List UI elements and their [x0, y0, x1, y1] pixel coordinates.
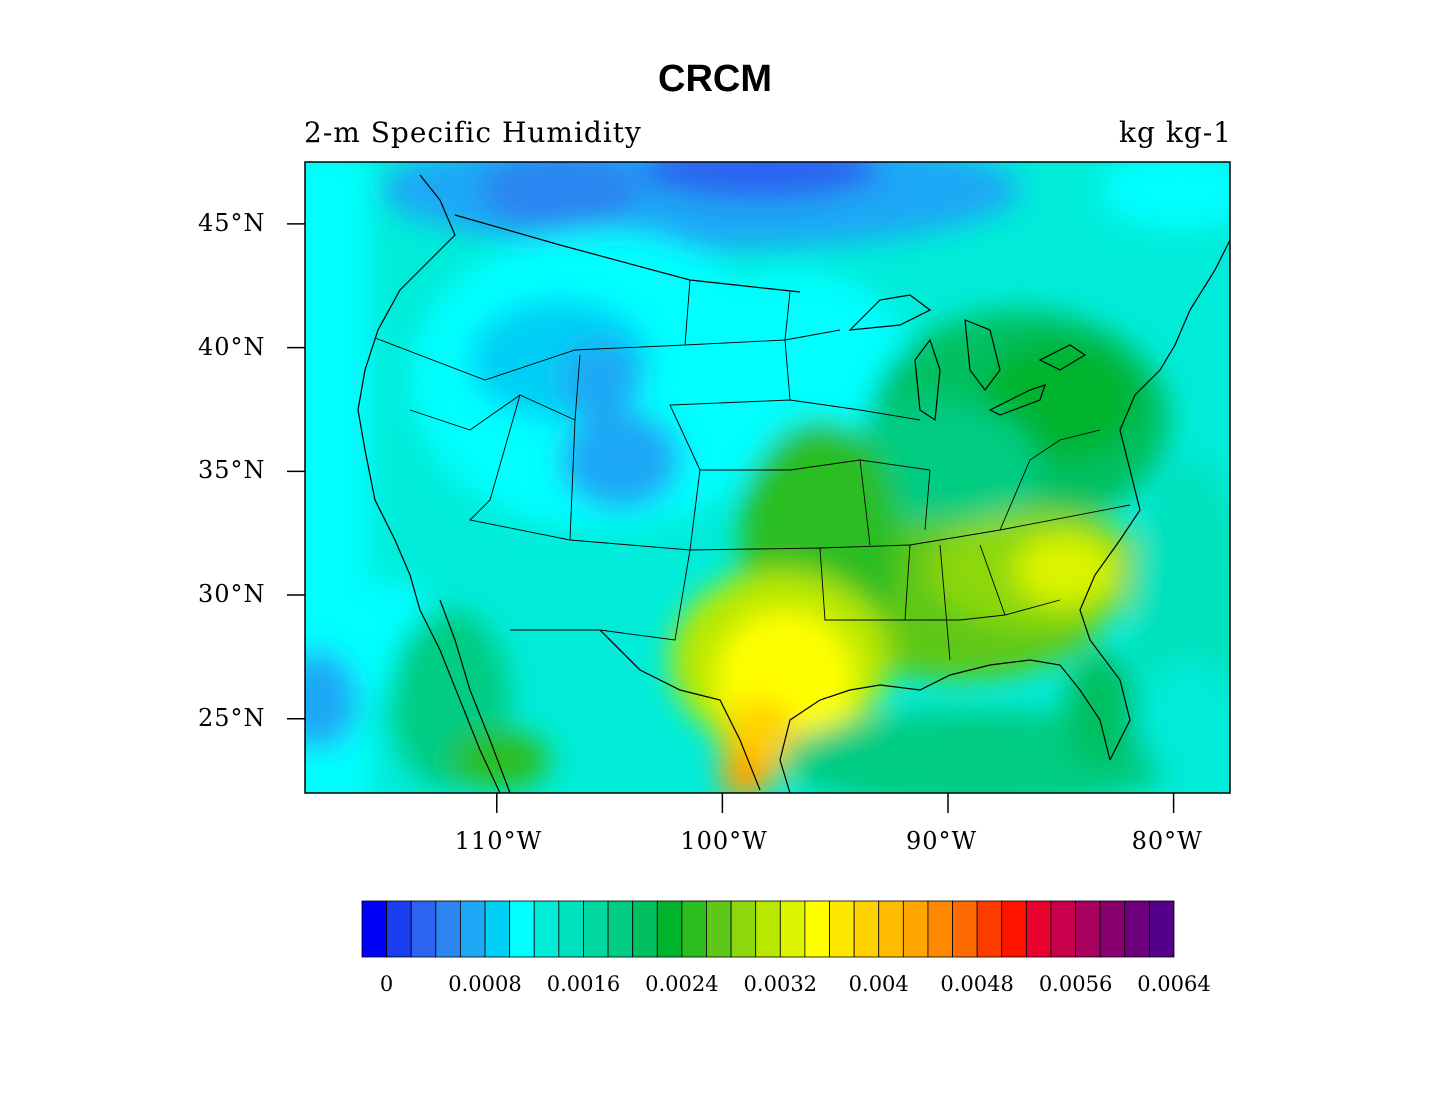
colorbar-swatch	[509, 900, 535, 958]
colorbar-label: 0.0016	[546, 972, 621, 996]
colorbar-label: 0.0008	[448, 972, 522, 996]
colorbar-swatch	[656, 900, 683, 958]
colorbar-swatch	[681, 900, 707, 958]
state-lines	[374, 279, 1131, 661]
colorbar-swatch	[878, 900, 904, 958]
humidity-field	[305, 162, 1230, 793]
lon-tick-label: 110°W	[454, 827, 543, 855]
colorbar-swatch	[804, 900, 830, 958]
colorbar-swatch	[853, 900, 880, 958]
colorbar-swatch	[902, 900, 929, 958]
colorbar-label: 0.0032	[743, 972, 818, 996]
colorbar-label: 0.0024	[645, 972, 719, 996]
lat-tick-label: 30°N	[198, 580, 266, 609]
colorbar-swatch	[1124, 900, 1150, 958]
colorbar-swatch	[386, 900, 412, 958]
lake-erie	[988, 384, 1046, 416]
lake-ontario	[1038, 344, 1087, 371]
colorbar-label: 0	[379, 972, 394, 996]
colorbar-swatch	[410, 900, 437, 958]
lat-tick-label: 25°N	[198, 703, 266, 732]
rio-grande	[599, 629, 761, 791]
lon-tick-label: 80°W	[1131, 827, 1203, 855]
colorbar-swatch	[730, 900, 757, 958]
colorbar-swatch	[1025, 900, 1052, 958]
pacific-coastline	[357, 174, 501, 793]
lake-huron	[964, 319, 1001, 391]
colorbar-swatch	[829, 900, 855, 958]
colorbar-label: 0.004	[848, 972, 909, 996]
colorbar-swatch	[1099, 900, 1126, 958]
colorbar-swatch	[558, 900, 584, 958]
colorbar-swatch	[460, 900, 486, 958]
colorbar-swatch	[361, 900, 388, 958]
lon-tick-label: 90°W	[905, 827, 978, 855]
canada-border	[454, 214, 801, 293]
lat-tick-label: 45°N	[198, 208, 266, 237]
colorbar-swatch	[927, 900, 953, 958]
colorbar-swatch	[1148, 900, 1175, 958]
longitude-ticks	[496, 793, 1175, 813]
latitude-ticks	[287, 223, 305, 720]
colorbar-swatch	[1001, 900, 1027, 958]
variable-label: 2-m Specific Humidity	[304, 116, 642, 149]
atlantic-coastline	[1079, 239, 1230, 761]
map-frame	[304, 161, 1231, 794]
colorbar-swatch	[435, 900, 461, 958]
colorbar-swatch	[533, 900, 560, 958]
colorbar-swatch	[976, 900, 1003, 958]
colorbar-swatch	[1075, 900, 1101, 958]
units-label: kg kg-1	[1119, 116, 1232, 149]
colorbar-swatch	[583, 900, 609, 958]
lake-michigan	[914, 338, 941, 422]
colorbar	[361, 900, 1175, 958]
colorbar-swatch	[632, 900, 658, 958]
baja-coastline	[439, 599, 511, 793]
boundaries-layer	[357, 174, 1230, 793]
colorbar-swatch	[1050, 900, 1076, 958]
lon-tick-label: 100°W	[680, 827, 768, 855]
colorbar-swatch	[779, 900, 806, 958]
lat-tick-label: 35°N	[198, 456, 266, 485]
lake-superior	[848, 294, 932, 331]
colorbar-swatch	[755, 900, 781, 958]
gulf-coastline	[779, 659, 1111, 793]
plot-title: CRCM	[658, 58, 772, 100]
colorbar-label: 0.0056	[1038, 972, 1113, 996]
colorbar-swatch	[706, 900, 732, 958]
lat-tick-label: 40°N	[198, 332, 266, 361]
colorbar-swatch	[952, 900, 978, 958]
colorbar-swatch	[607, 900, 634, 958]
colorbar-label: 0.0064	[1137, 972, 1211, 996]
colorbar-label: 0.0048	[940, 972, 1014, 996]
colorbar-swatch	[484, 900, 511, 958]
